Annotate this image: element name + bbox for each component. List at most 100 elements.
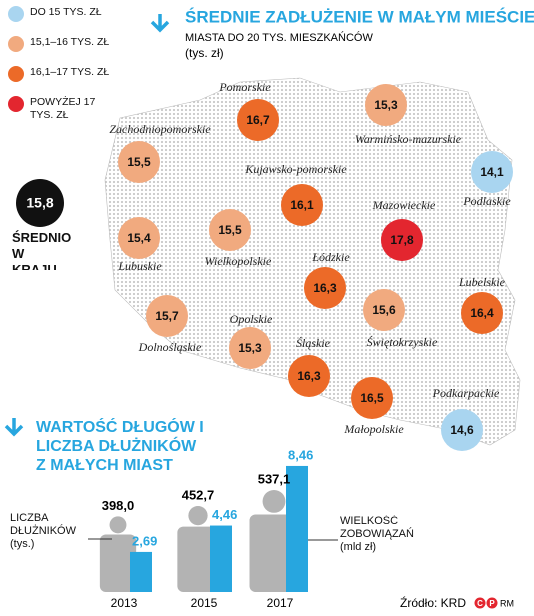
series-label-box: WIELKOŚĆ ZOBOWIĄZAŃ (mld zł): [340, 515, 414, 553]
region-value: 15,6: [372, 303, 396, 317]
region-label: Podlaskie: [462, 194, 511, 208]
region-bubble: [281, 184, 323, 226]
region-bubble: [441, 409, 483, 451]
region-value: 15,3: [238, 341, 262, 355]
region-bubble: [209, 209, 251, 251]
person-head: [188, 505, 208, 526]
subtitle: MIASTA DO 20 TYS. MIESZKAŃCÓW: [185, 31, 373, 44]
region-bubble: [365, 84, 407, 126]
bar-title-box: WARTOŚĆ DŁUGÓW I LICZBA DŁUŻNIKÓW Z MAŁY…: [36, 419, 204, 474]
bar-value: 4,46: [212, 507, 237, 522]
person-value: 452,7: [182, 487, 215, 502]
region-label: Warmińsko-mazurskie: [355, 132, 462, 146]
region-value: 16,5: [360, 391, 384, 405]
bar-value: 8,46: [288, 447, 313, 462]
person-icon: [99, 516, 137, 592]
person-body: [177, 526, 219, 592]
region-value: 15,5: [127, 155, 151, 169]
region-label: Mazowieckie: [372, 198, 436, 212]
region-bubble: [304, 267, 346, 309]
person-head: [109, 516, 127, 534]
legend-label: 16,1–17 TYS. ZŁ: [30, 66, 110, 78]
region-label: Zachodniopomorskie: [109, 122, 211, 136]
person-icon: [177, 505, 219, 592]
x-tick-label: 2017: [267, 596, 294, 610]
region-bubble: [118, 141, 160, 183]
region-label: Lubuskie: [117, 259, 162, 273]
region-value: 15,4: [127, 231, 151, 245]
bar: [130, 551, 152, 592]
logo-letter: C: [477, 599, 483, 608]
region-label: Pomorskie: [218, 80, 271, 94]
region-value: 17,8: [390, 233, 414, 247]
region-value: 15,5: [218, 223, 242, 237]
region-value: 16,3: [297, 369, 321, 383]
x-tick-label: 2015: [191, 596, 218, 610]
region-value: 14,1: [480, 165, 504, 179]
region-bubble: [146, 295, 188, 337]
unit: (tys. zł): [185, 46, 224, 60]
region-label: Podkarpackie: [432, 386, 500, 400]
region-label: Łódzkie: [311, 250, 350, 264]
region-value: 16,4: [470, 306, 494, 320]
region-value: 16,1: [290, 198, 314, 212]
legend-label-box: 16,1–17 TYS. ZŁ: [30, 66, 110, 78]
series-label-box: LICZBA DŁUŻNIKÓW (tys.): [10, 512, 76, 550]
region-bubble: [237, 99, 279, 141]
legend-swatch: [8, 66, 24, 82]
region-value: 15,7: [155, 309, 179, 323]
arrow-icon: [150, 14, 170, 33]
logo: C P RM: [474, 597, 514, 609]
region-value: 14,6: [450, 423, 474, 437]
region-bubble: [288, 355, 330, 397]
region-label: Śląskie: [296, 336, 331, 350]
series-label: WIELKOŚĆ ZOBOWIĄZAŃ (mld zł): [340, 515, 414, 553]
region-value: 15,3: [374, 98, 398, 112]
region-bubble: [351, 377, 393, 419]
region-label: Dolnośląskie: [138, 340, 202, 354]
person-head: [262, 489, 286, 513]
legend-label: POWYŻEJ 17 TYS. ZŁ: [30, 96, 96, 121]
person-value: 537,1: [258, 471, 291, 486]
region-label: Lubelskie: [458, 275, 506, 289]
region-value: 16,3: [313, 281, 337, 295]
region-bubble: [118, 217, 160, 259]
region-value: 16,7: [246, 113, 270, 127]
region-bubble: [471, 151, 513, 193]
legend-swatch: [8, 96, 24, 112]
legend-label: DO 15 TYS. ZŁ: [30, 6, 102, 18]
x-tick-label: 2013: [111, 596, 138, 610]
series-label: LICZBA DŁUŻNIKÓW (tys.): [10, 512, 76, 550]
logo-circle: [474, 597, 486, 609]
region-label: Kujawsko-pomorskie: [244, 162, 347, 176]
arrow-icon: [4, 418, 24, 437]
average-circle: [16, 179, 64, 227]
logo-circle: [486, 597, 498, 609]
logo-text: RM: [500, 598, 514, 608]
legend-label: 15,1–16 TYS. ZŁ: [30, 36, 110, 48]
average-label: ŚREDNIO W KRAJU: [12, 230, 72, 270]
person-body: [99, 534, 137, 592]
average-value: 15,8: [26, 195, 53, 211]
source: Źródło: KRD: [400, 595, 466, 610]
map-title: ŚREDNIE ZADŁUŻENIE W MAŁYM MIEŚCIE: [185, 7, 534, 26]
legend-label-box: DO 15 TYS. ZŁ: [30, 6, 102, 18]
legend-swatch: [8, 36, 24, 52]
bar-value: 2,69: [132, 533, 157, 548]
bar: [286, 465, 308, 592]
region-bubble: [229, 327, 271, 369]
legend-label-box: 15,1–16 TYS. ZŁ: [30, 36, 110, 48]
region-label: Świętokrzyskie: [367, 335, 438, 349]
legend-label-box: POWYŻEJ 17 TYS. ZŁ: [30, 96, 96, 121]
region-label: Wielkopolskie: [205, 254, 272, 268]
bar-title: WARTOŚĆ DŁUGÓW I LICZBA DŁUŻNIKÓW Z MAŁY…: [36, 419, 204, 474]
legend-swatch: [8, 6, 24, 22]
bar: [210, 525, 232, 592]
average-label-box: ŚREDNIO W KRAJU: [12, 230, 72, 270]
logo-letter: P: [489, 599, 495, 608]
person-value: 398,0: [102, 498, 135, 513]
region-label: Małopolskie: [343, 422, 404, 436]
region-bubble: [461, 292, 503, 334]
region-bubble: [363, 289, 405, 331]
